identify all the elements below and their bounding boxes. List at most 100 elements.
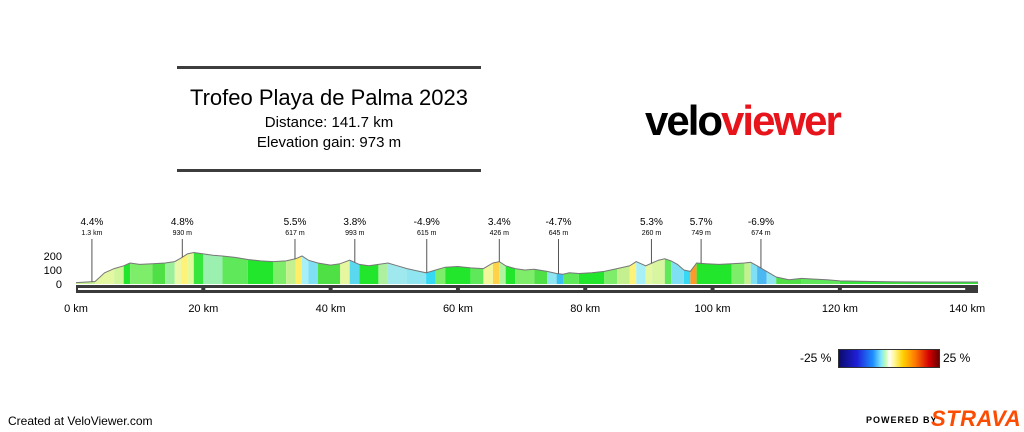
route-distance: Distance: 141.7 km <box>264 114 394 131</box>
veloviewer-logo: veloviewer <box>645 96 842 146</box>
gradient-segment-38 <box>556 273 563 284</box>
climb-grade-label-9: 5.7% <box>690 217 713 228</box>
route-header: Trofeo Playa de Palma 2023 Distance: 141… <box>177 66 481 172</box>
climb-length-label-10: 674 m <box>751 230 771 237</box>
gradient-segment-47 <box>664 258 672 284</box>
climb-length-label-4: 993 m <box>345 230 365 237</box>
climb-length-label-6: 426 m <box>490 230 510 237</box>
x-tick-label-2: 20 km <box>188 303 218 315</box>
climb-length-label-5: 615 m <box>417 230 437 237</box>
gradient-segment-14 <box>247 259 274 284</box>
gradient-segment-19 <box>308 260 318 284</box>
header-rule-bottom <box>177 169 481 172</box>
climb-grade-label-7: -4.7% <box>545 217 571 228</box>
climb-annotations: 4.4% 1.3 km 4.8% 930 m 5.5% 617 m 3.8% 993 m -4.… <box>81 217 774 282</box>
gradient-segment-16 <box>286 258 296 284</box>
climb-length-label-1: 1.3 km <box>81 230 102 237</box>
climb-grade-label-8: 5.3% <box>640 217 663 228</box>
gradient-segment-56 <box>766 271 777 284</box>
climb-grade-label-6: 3.4% <box>488 217 511 228</box>
gradient-segment-8 <box>174 258 181 284</box>
gradient-segment-48 <box>671 260 684 284</box>
gradient-segment-43 <box>629 261 637 284</box>
gradient-segment-23 <box>359 264 379 284</box>
gradient-segment-52 <box>731 263 745 284</box>
climb-length-label-9: 749 m <box>691 230 711 237</box>
climb-grade-label-4: 3.8% <box>343 217 366 228</box>
gradient-segment-18 <box>302 256 309 284</box>
route-elevation-gain: Elevation gain: 973 m <box>256 134 402 151</box>
x-tick-label-7: 120 km <box>822 303 858 315</box>
gradient-segment-51 <box>696 263 732 284</box>
x-tick-label-6: 100 km <box>695 303 731 315</box>
gradient-segment-15 <box>273 260 287 284</box>
gradient-segment-5 <box>130 263 153 284</box>
gradient-segment-49 <box>683 270 691 284</box>
y-tick-label-2: 100 <box>44 265 62 277</box>
climb-length-label-7: 645 m <box>549 230 569 237</box>
gradient-segment-6 <box>152 263 166 284</box>
gradient-segment-24 <box>378 263 388 284</box>
gradient-segment-21 <box>340 260 350 284</box>
legend-min-label: -25 % <box>800 351 832 365</box>
y-tick-label-1: 0 <box>56 279 62 291</box>
climb-length-label-8: 260 m <box>642 230 662 237</box>
climb-length-label-3: 617 m <box>285 230 305 237</box>
gradient-segment-9 <box>181 253 188 284</box>
gradient-segment-36 <box>534 269 548 284</box>
gradient-segment-29 <box>445 266 471 284</box>
logo-viewer-text: viewer <box>721 97 842 144</box>
strava-logo: STRAVA <box>931 406 1022 431</box>
gradient-segment-39 <box>563 272 579 284</box>
gradient-segment-54 <box>750 262 758 284</box>
climb-grade-label-3: 5.5% <box>284 217 307 228</box>
gradient-segment-31 <box>483 263 493 284</box>
gradient-segment-25 <box>387 263 407 284</box>
gradient-segment-26 <box>407 268 427 284</box>
gradient-segment-3 <box>114 265 124 284</box>
gradient-segment-32 <box>492 261 500 284</box>
gradient-segment-40 <box>578 271 605 284</box>
climb-length-label-2: 930 m <box>173 230 193 237</box>
gradient-segment-50 <box>690 263 697 284</box>
x-tick-label-5: 80 km <box>570 303 600 315</box>
gradient-segment-20 <box>317 263 341 284</box>
gradient-segment-58 <box>801 278 840 284</box>
gradient-segment-30 <box>470 267 484 284</box>
gradient-segment-45 <box>645 263 653 284</box>
gradient-segment-28 <box>435 267 446 284</box>
climb-grade-label-5: -4.9% <box>414 217 440 228</box>
gradient-segment-27 <box>426 270 436 284</box>
gradient-segment-34 <box>505 265 516 284</box>
gradient-segment-33 <box>499 261 506 284</box>
climb-grade-label-10: -6.9% <box>748 217 774 228</box>
gradient-segment-4 <box>123 263 131 284</box>
gradient-segment-46 <box>652 258 665 284</box>
elevation-profile-line <box>75 251 978 284</box>
gradient-segment-10 <box>187 252 194 284</box>
gradient-segment-37 <box>547 271 557 284</box>
gradient-segment-44 <box>636 261 646 284</box>
gradient-segment-42 <box>617 265 630 284</box>
gradient-segments <box>76 252 978 284</box>
gradient-segment-53 <box>744 262 751 284</box>
x-tick-label-8: 140 km <box>949 303 985 315</box>
y-tick-label-3: 200 <box>44 251 62 263</box>
x-tick-label-3: 40 km <box>316 303 346 315</box>
legend-max-label: 25 % <box>943 351 971 365</box>
gradient-segment-41 <box>604 268 618 284</box>
gradient-segment-11 <box>193 252 204 284</box>
legend-gradient-bar <box>838 349 940 368</box>
gradient-segment-2 <box>95 268 115 284</box>
gradient-segment-22 <box>349 260 360 284</box>
x-tick-label-1: 0 km <box>64 303 88 315</box>
gradient-segment-7 <box>165 261 175 284</box>
gradient-segment-35 <box>515 268 535 284</box>
powered-by-text: POWERED BY <box>866 415 938 425</box>
x-axis-ticks: 0 km 20 km 40 km 60 km 80 km 100 km 120 km 140 … <box>64 303 985 315</box>
climb-grade-label-2: 4.8% <box>171 217 194 228</box>
y-axis-ticks: 0 100 200 <box>44 251 62 291</box>
elevation-profile-chart: 0 100 200 0 km 20 km 40 km 60 km 80 km 100 km 12… <box>44 217 986 315</box>
gradient-segment-12 <box>203 253 223 284</box>
climb-grade-label-1: 4.4% <box>81 217 104 228</box>
